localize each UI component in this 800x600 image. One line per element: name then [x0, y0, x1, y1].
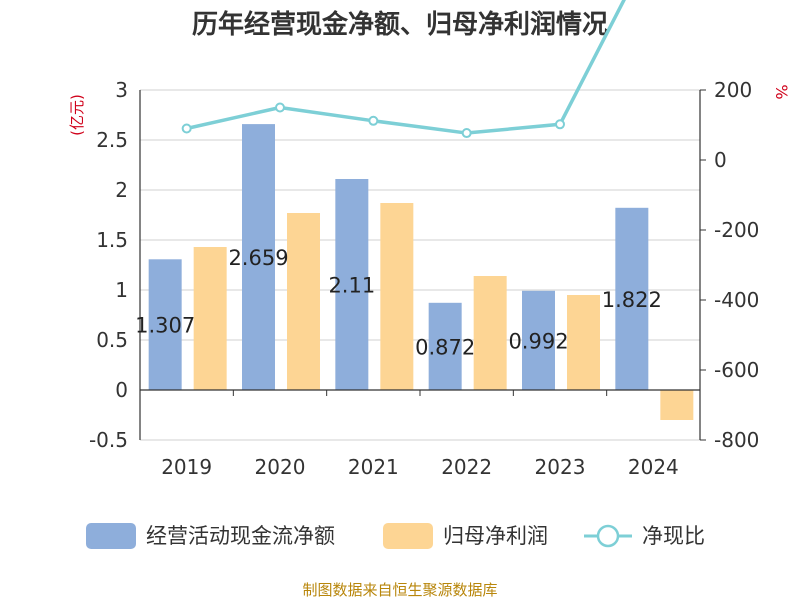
data-source-note: 制图数据来自恒生聚源数据库 — [302, 581, 497, 599]
left-axis-unit: (亿元) — [68, 94, 86, 136]
cashflow-bar — [522, 290, 555, 390]
right-axis-ticks: 200 0 -200 -400 -600 -800 — [700, 78, 759, 452]
right-tick-label: 0 — [714, 148, 727, 172]
left-axis-ticks: 3 2.5 2 1.5 1 0.5 0 -0.5 — [89, 78, 128, 452]
cashflow-data-label: 1.822 — [602, 288, 662, 312]
chart-title: 历年经营现金净额、归母净利润情况 — [192, 9, 608, 40]
ratio-point — [461, 128, 472, 139]
cashflow-bar — [428, 302, 462, 390]
legend-swatch-net-profit — [383, 523, 433, 549]
legend-swatch-cashflow — [86, 523, 136, 549]
data-labels: 1.307 2.659 2.11 0.872 0.992 1.822 — [135, 246, 662, 359]
right-tick-label: 200 — [714, 78, 752, 102]
x-tick-label: 2021 — [348, 455, 399, 479]
cashflow-data-label: 1.307 — [135, 314, 195, 338]
right-tick-label: -400 — [714, 288, 759, 312]
x-tick-label: 2024 — [628, 455, 679, 479]
cashflow-data-label: 2.659 — [228, 246, 288, 270]
cashflow-bar — [242, 124, 275, 390]
ratio-line — [186, 0, 626, 135]
ratio-point — [368, 115, 379, 126]
legend-marker-ratio — [596, 524, 620, 548]
net-profit-bar — [567, 295, 600, 390]
legend: 经营活动现金流净额 归母净利润 净现比 — [86, 523, 705, 549]
net-profit-bar — [473, 276, 507, 390]
left-tick-label: 0 — [115, 378, 128, 402]
x-tick-label: 2022 — [441, 455, 492, 479]
legend-label-cashflow: 经营活动现金流净额 — [146, 524, 335, 548]
net-profit-bar — [660, 390, 694, 420]
net-profit-bar — [287, 213, 320, 390]
x-axis-labels: 2019 2020 2021 2022 2023 2024 — [161, 455, 679, 479]
x-tick-label: 2023 — [535, 455, 586, 479]
left-tick-label: 1.5 — [96, 228, 128, 252]
legend-label-net-profit: 归母净利润 — [443, 524, 548, 548]
right-tick-label: -600 — [714, 358, 759, 382]
ratio-point — [275, 102, 285, 113]
left-tick-label: 1 — [115, 278, 128, 302]
line-series-group — [181, 0, 626, 139]
cashflow-bar — [335, 179, 369, 390]
net-profit-bar — [193, 247, 227, 390]
left-tick-label: 2.5 — [96, 128, 128, 152]
right-axis-unit: % — [772, 84, 791, 99]
left-tick-label: 3 — [115, 78, 128, 102]
cashflow-bar — [615, 207, 649, 390]
left-tick-label: 0.5 — [96, 328, 128, 352]
right-tick-label: -800 — [714, 428, 759, 452]
ratio-point — [555, 119, 565, 130]
left-tick-label: 2 — [115, 178, 128, 202]
cashflow-data-label: 2.11 — [328, 274, 375, 298]
net-profit-bar — [380, 203, 414, 390]
x-tick-label: 2020 — [255, 455, 306, 479]
cashflow-data-label: 0.872 — [415, 335, 475, 359]
bars-group — [148, 124, 694, 420]
ratio-point — [181, 123, 192, 134]
cashflow-bar — [148, 259, 182, 390]
legend-label-ratio: 净现比 — [642, 524, 705, 548]
right-tick-label: -200 — [714, 218, 759, 242]
axes-group — [139, 90, 701, 440]
cashflow-data-label: 0.992 — [508, 329, 568, 353]
x-tick-label: 2019 — [161, 455, 212, 479]
left-tick-label: -0.5 — [89, 428, 128, 452]
